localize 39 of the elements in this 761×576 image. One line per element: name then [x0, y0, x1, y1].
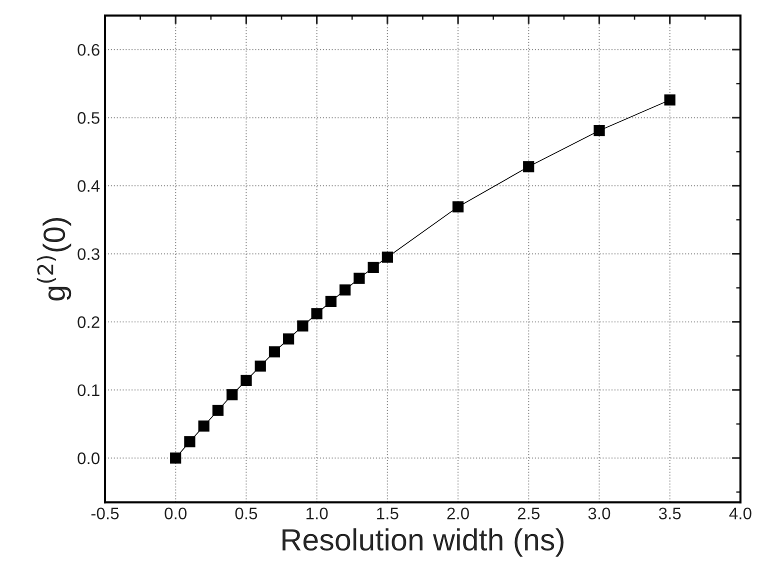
- y-tick-label: 0.5: [78, 112, 100, 124]
- point: [311, 308, 322, 320]
- x-tick-label: 0.0: [164, 508, 187, 520]
- point: [254, 360, 266, 372]
- point: [226, 389, 238, 400]
- y-tick-label: 0.6: [78, 44, 100, 56]
- y-tick-label: 0.3: [78, 248, 100, 260]
- point: [240, 374, 252, 386]
- point: [325, 296, 337, 308]
- point: [382, 252, 393, 263]
- x-tick-label: 0.5: [235, 508, 258, 520]
- x-axis-title: Resolution width (ns): [282, 528, 564, 557]
- point: [340, 284, 351, 296]
- point: [268, 346, 280, 358]
- y-tick-label: 0.0: [78, 452, 100, 464]
- x-tick-label: 1.5: [377, 508, 398, 520]
- point: [523, 161, 534, 172]
- x-tick-label: 2.0: [447, 508, 469, 520]
- x-tick-label: 3.0: [588, 508, 610, 520]
- x-tick-label: 2.5: [518, 508, 540, 520]
- y-tick-label: 0.4: [78, 180, 100, 192]
- y-tick-label: 0.1: [78, 384, 100, 396]
- point: [170, 452, 182, 464]
- x-tick-label: -0.5: [91, 508, 119, 520]
- point: [354, 272, 365, 284]
- point: [297, 320, 308, 332]
- point: [368, 262, 379, 273]
- point: [198, 420, 210, 432]
- point: [452, 201, 464, 212]
- x-tick-label: 4.0: [729, 508, 752, 520]
- point: [664, 94, 676, 106]
- point: [212, 404, 224, 416]
- y-axis-title: g$^{(2)}$(0): [36, 218, 72, 301]
- x-tick-label: 1.0: [306, 508, 328, 520]
- y-tick-label: 0.2: [78, 316, 100, 328]
- point: [594, 125, 605, 136]
- point: [184, 436, 196, 448]
- point: [283, 333, 294, 344]
- x-tick-label: 3.5: [658, 508, 681, 520]
